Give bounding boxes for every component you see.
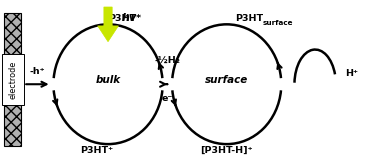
Text: surface: surface <box>205 75 248 84</box>
Text: -h⁺: -h⁺ <box>29 67 45 76</box>
Text: hv: hv <box>121 13 136 23</box>
Text: P3HT: P3HT <box>235 14 263 23</box>
Text: e⁻: e⁻ <box>162 94 173 103</box>
Text: P3HT*: P3HT* <box>108 14 141 23</box>
Text: P3HT⁺: P3HT⁺ <box>81 146 114 155</box>
Text: surface: surface <box>263 20 294 26</box>
FancyArrow shape <box>98 7 118 42</box>
Text: -½H₂: -½H₂ <box>154 56 180 65</box>
Text: electrode: electrode <box>8 60 17 99</box>
Text: [P3HT-H]⁺: [P3HT-H]⁺ <box>200 146 253 155</box>
Bar <box>5 13 22 146</box>
Text: H⁺: H⁺ <box>345 69 358 78</box>
Text: bulk: bulk <box>96 75 121 84</box>
